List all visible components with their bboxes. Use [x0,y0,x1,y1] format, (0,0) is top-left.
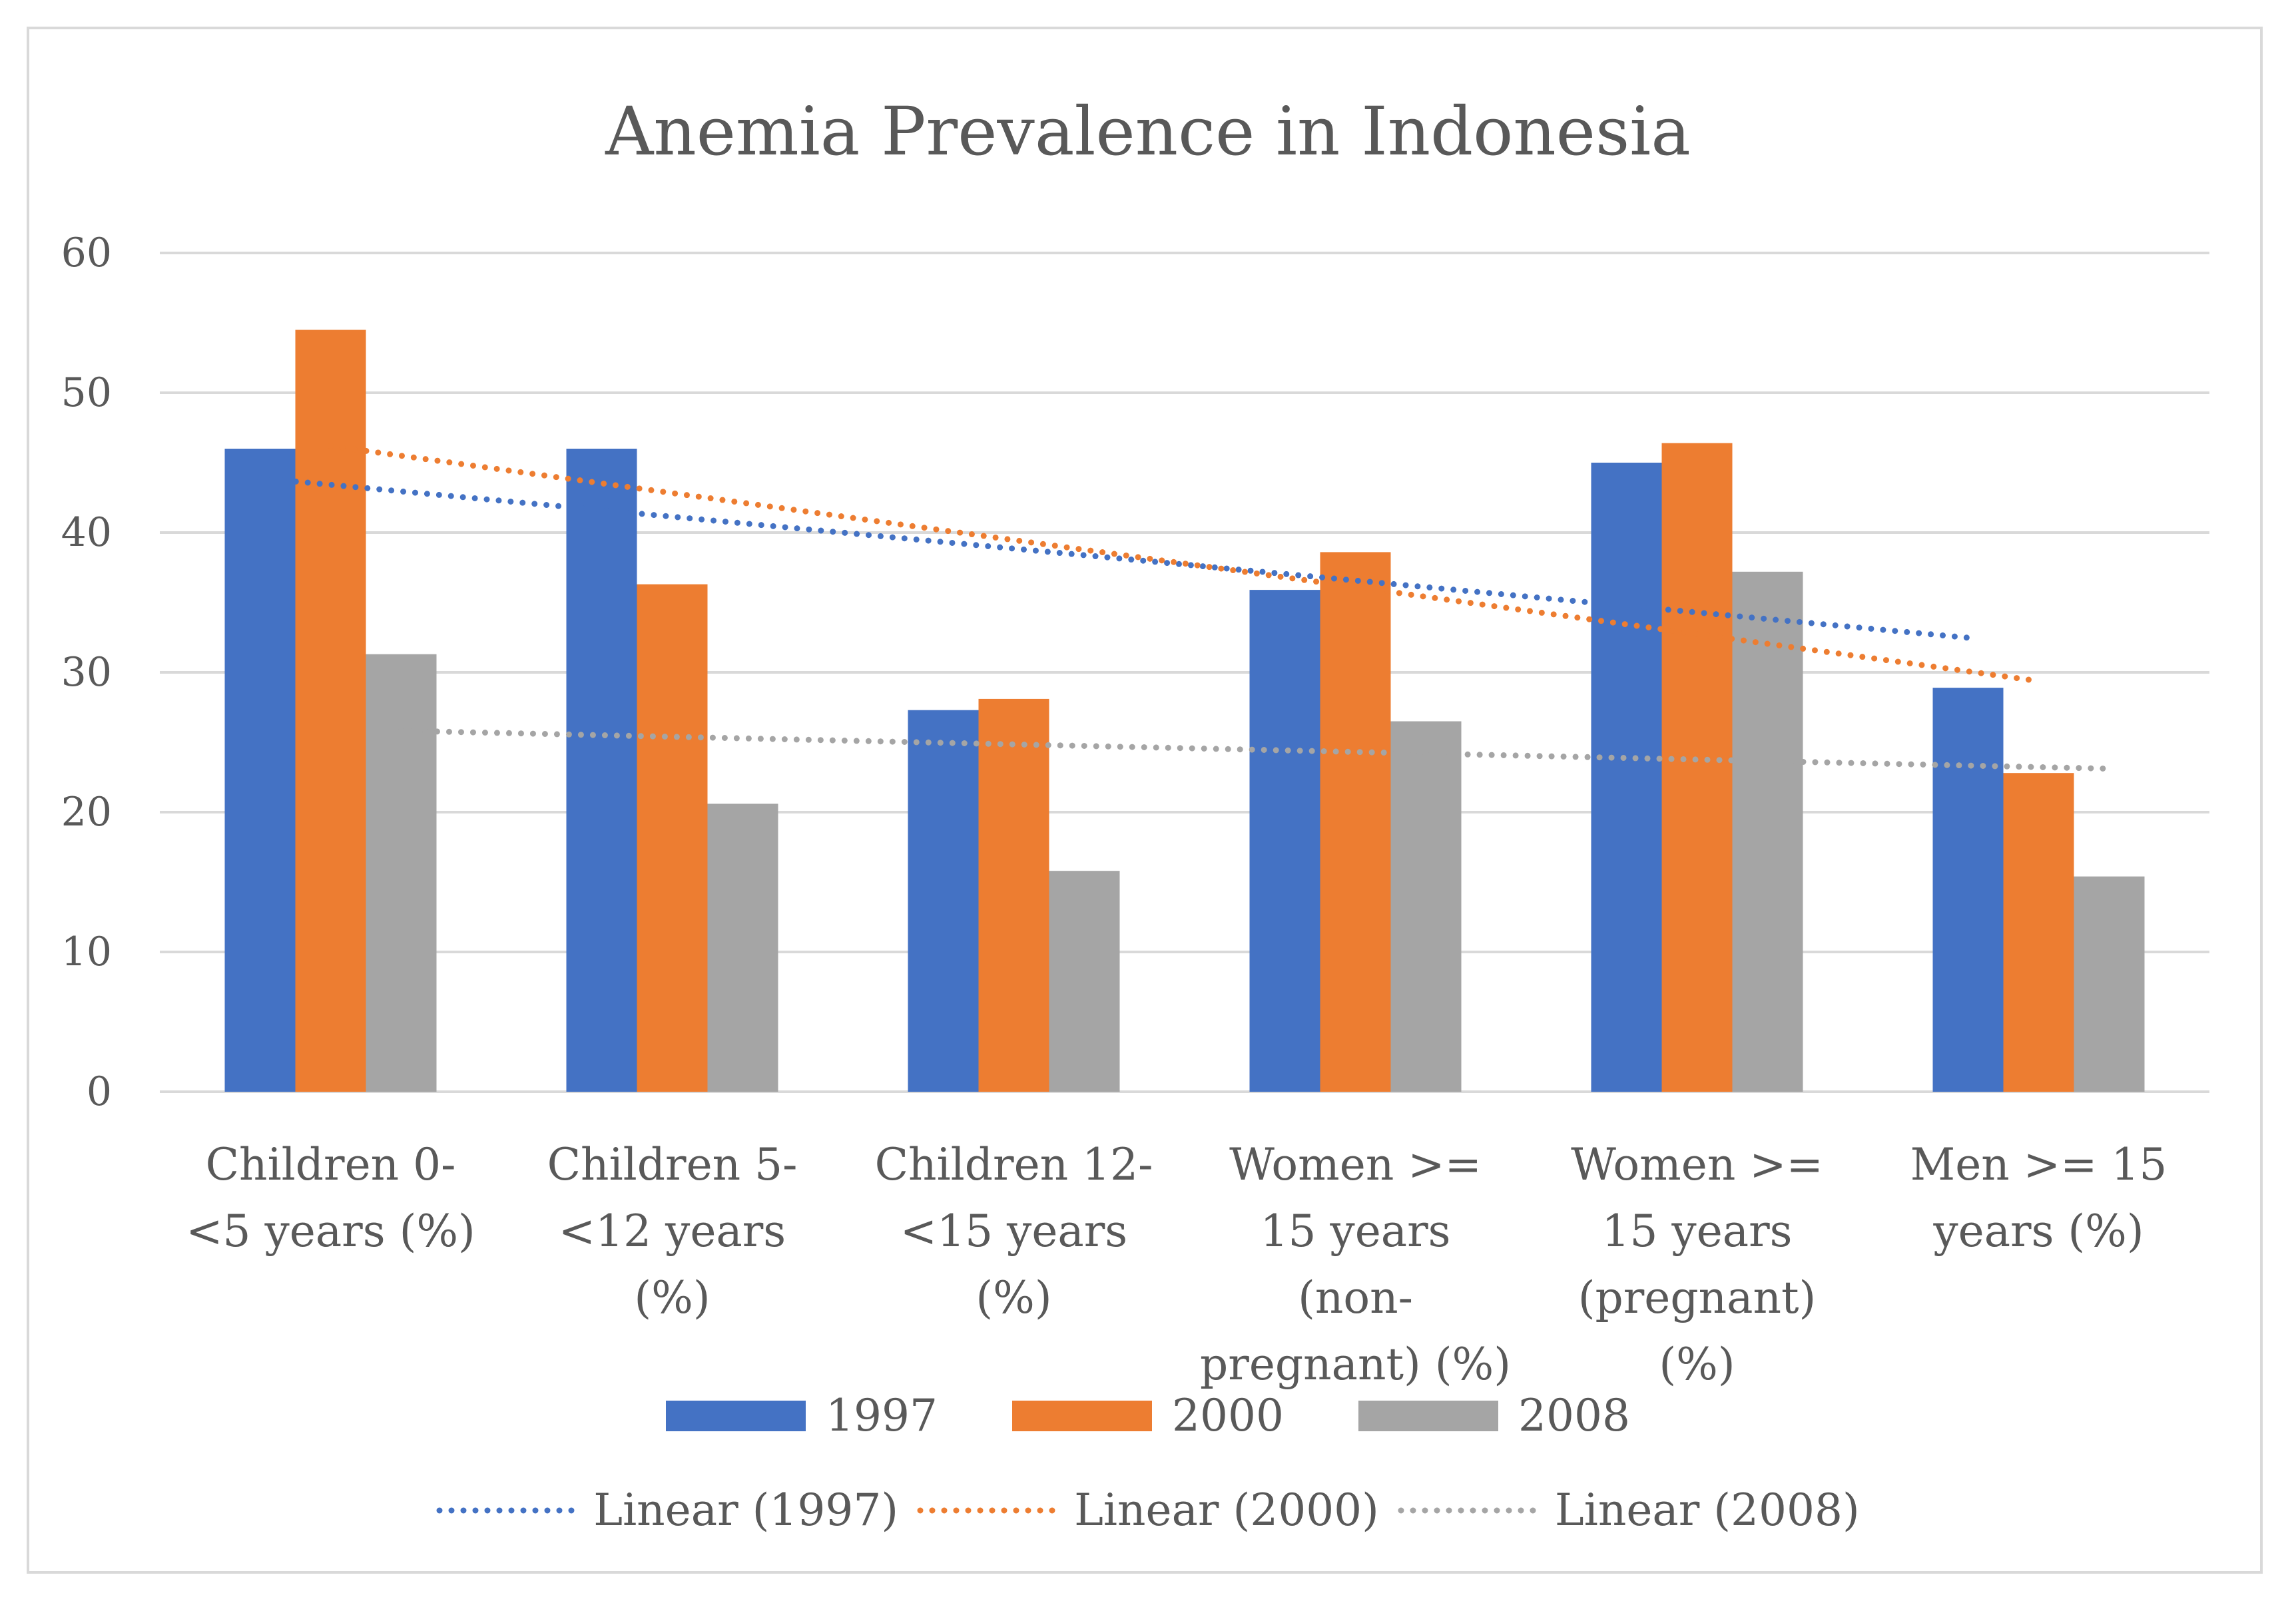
bar-1997-1 [566,449,637,1092]
legend-item-1997: 1997 [666,1390,938,1441]
bar-2000-1 [637,584,708,1092]
bar-2000-2 [978,698,1049,1092]
y-tick-label: 0 [87,1068,112,1115]
legend-series: 1997 2000 2008 [0,1390,2296,1441]
legend-item-trend-2000: Linear (2000) [917,1485,1379,1536]
y-tick-label: 10 [61,929,112,975]
y-tick-label: 40 [61,509,112,556]
y-axis-ticks: 0 10 20 30 40 50 60 [61,230,112,1115]
y-tick-label: 20 [61,789,112,835]
bar-2008-2 [1049,871,1120,1092]
x-tick-label: Women >= 15 years (non-pregnant) (%) [1200,1139,1511,1390]
legend-swatch [666,1400,806,1431]
bar-1997-3 [1249,590,1320,1092]
legend-item-2008: 2008 [1358,1390,1630,1441]
legend-item-2000: 2000 [1012,1390,1284,1441]
x-tick-label: Children 0-<5 years (%) [186,1139,475,1257]
gridlines [160,252,2209,1093]
bar-2000-0 [295,330,366,1092]
trendline-2000 [328,443,2042,684]
y-tick-label: 60 [61,230,112,276]
bar-1997-5 [1932,688,2004,1092]
bar-2008-5 [2074,876,2145,1092]
legend-item-trend-1997: Linear (1997) [436,1485,898,1536]
y-tick-label: 30 [61,649,112,696]
y-tick-label: 50 [61,369,112,416]
trendline-2008 [398,728,2112,772]
x-tick-label: Men >= 15 years (%) [1910,1139,2167,1257]
legend-label: 2000 [1172,1390,1284,1441]
bar-2008-3 [1390,721,1462,1092]
trendlines [257,443,2112,772]
legend-swatch [1358,1400,1498,1431]
x-tick-label: Children 5-<12 years (%) [547,1139,798,1323]
bar-1997-2 [908,710,979,1092]
legend-swatch [1012,1400,1153,1431]
trendline-1997 [257,475,1971,641]
chart-title: Anemia Prevalence in Indonesia [605,93,1691,170]
legend-label: Linear (2000) [1074,1485,1379,1536]
bars [224,330,2145,1092]
legend-item-trend-2008: Linear (2008) [1398,1485,1860,1536]
legend-label: Linear (2008) [1554,1485,1860,1536]
x-tick-label: Women >= 15 years (pregnant) (%) [1571,1139,1823,1390]
bar-2008-1 [707,804,778,1092]
legend-trendlines: Linear (1997) Linear (2000) Linear (2008) [0,1485,2296,1536]
bar-2000-5 [2003,773,2074,1092]
legend-label: 2008 [1518,1390,1630,1441]
bar-2000-3 [1320,552,1391,1092]
legend-dotted-line [436,1507,576,1513]
legend-label: Linear (1997) [593,1485,899,1536]
bar-2008-0 [366,654,437,1092]
x-tick-label: Children 12-<15 years (%) [874,1139,1153,1323]
bar-1997-4 [1591,463,1662,1092]
legend-label: 1997 [826,1390,938,1441]
bar-1997-0 [224,449,296,1092]
bar-2008-4 [1732,571,1803,1092]
legend-dotted-line [1398,1507,1538,1513]
legend-dotted-line [917,1507,1057,1513]
bar-2000-4 [1661,443,1733,1092]
